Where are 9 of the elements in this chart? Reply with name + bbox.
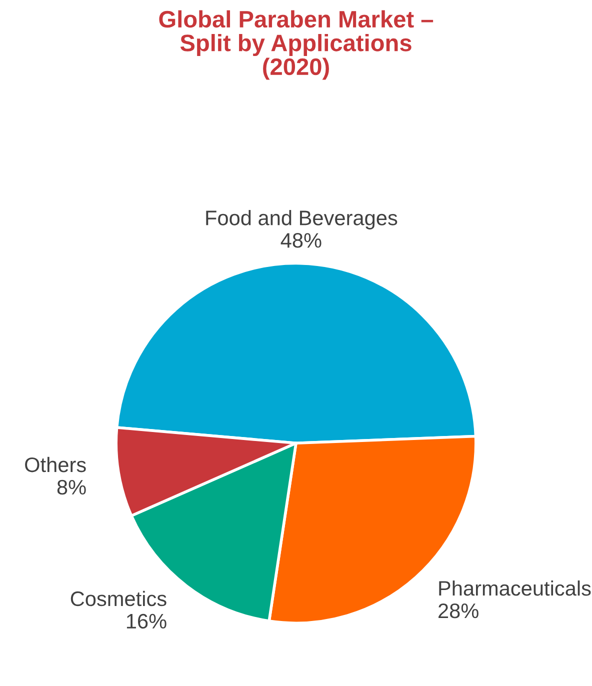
- data-label: 16%: [126, 614, 166, 629]
- chart-title: Global Paraben Market – Split by Applications (2020): [159, 10, 434, 80]
- data-label: 8%: [57, 480, 86, 495]
- slice-label: Others: [25, 456, 86, 472]
- slice-label: Pharmaceuticals: [439, 580, 591, 596]
- data-label: 48%: [280, 233, 322, 248]
- slice-label: Food and Beverages: [206, 210, 398, 230]
- slice-label: Cosmetics: [70, 590, 166, 606]
- data-label: 28%: [438, 603, 478, 618]
